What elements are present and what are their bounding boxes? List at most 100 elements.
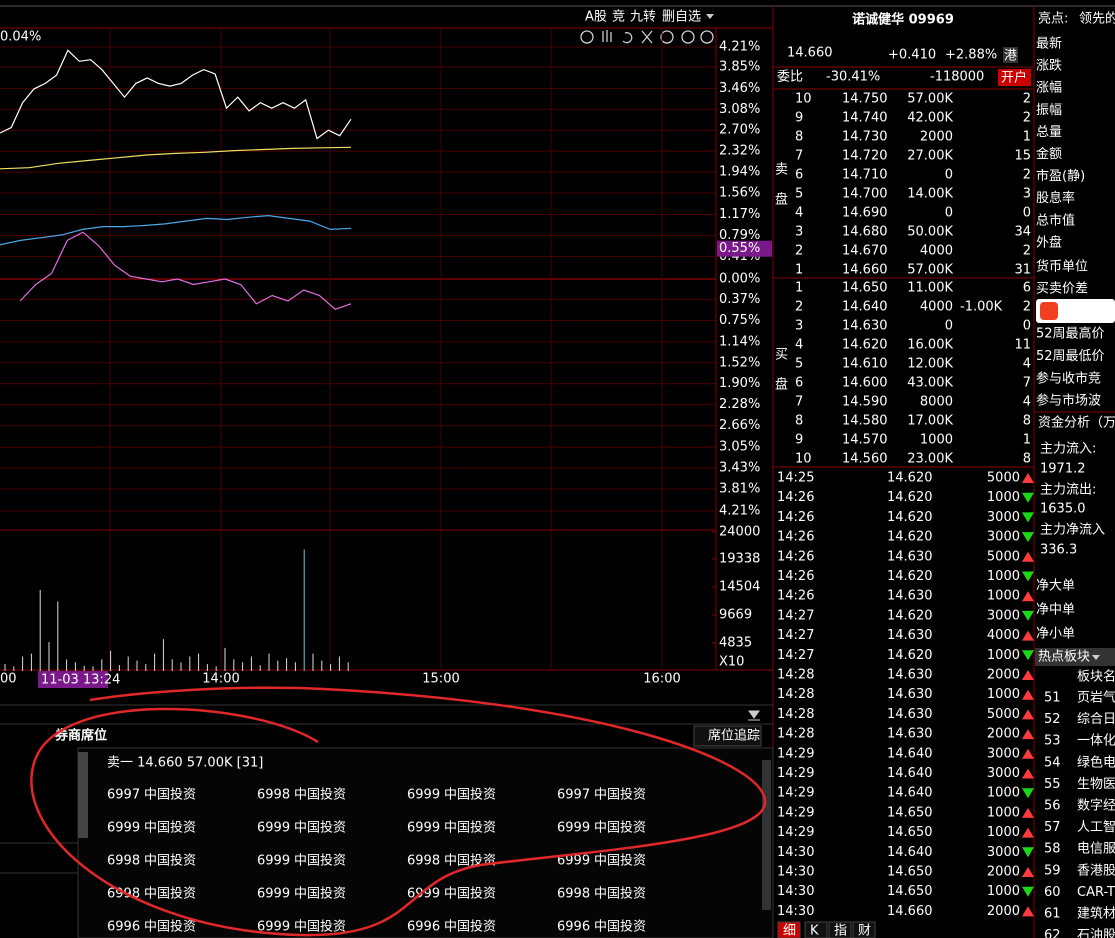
broker-firm: 中国投资: [144, 853, 196, 869]
tab-box[interactable]: [852, 921, 876, 938]
broker-code: 6997: [107, 788, 140, 803]
count: 2: [1023, 92, 1031, 107]
hot-name: 人工智: [1077, 820, 1115, 835]
stock-pct: +2.88%: [945, 48, 997, 63]
tick-volume: 2000: [987, 904, 1020, 919]
hot-name: 一体化: [1077, 734, 1115, 749]
broker-code: 6998: [557, 887, 590, 902]
tick-volume: 1000: [987, 687, 1020, 702]
tick-time: 14:29: [777, 825, 814, 840]
side-label: 盘: [775, 377, 788, 393]
level: 1: [795, 281, 803, 296]
tick-arrow: [1022, 512, 1034, 523]
highlight: 领先的: [1079, 11, 1115, 27]
level: 5: [795, 187, 803, 202]
broker-code: 6999: [257, 821, 290, 836]
y-tick-label: 2.66%: [719, 418, 760, 433]
volume: 43.00K: [907, 376, 953, 391]
open-button[interactable]: [998, 69, 1031, 86]
tick-price: 14.630: [887, 687, 933, 702]
open-button-label: 开户: [1001, 70, 1027, 86]
tab-box[interactable]: [777, 921, 801, 938]
price: 14.610: [842, 357, 888, 372]
tag-box: [1003, 47, 1018, 63]
level: 7: [795, 149, 803, 164]
y-tick-label: 3.08%: [719, 102, 760, 117]
weibi-label: 委比: [777, 70, 803, 85]
y-tick-label: 3.46%: [719, 81, 760, 96]
broker-firm: 中国投资: [144, 919, 196, 935]
tick-time: 14:29: [777, 805, 814, 820]
tick-time: 14:30: [777, 865, 814, 880]
y-tick-label: 2.70%: [719, 123, 760, 138]
stock-change: +0.410: [888, 48, 936, 63]
count: 2: [1023, 244, 1031, 259]
tab-box[interactable]: [828, 921, 852, 938]
level: 8: [795, 414, 803, 429]
price: 14.590: [842, 395, 888, 410]
volume: 0: [945, 206, 953, 221]
hot-title-bg[interactable]: [1035, 648, 1115, 666]
toolbar-tab: A股: [585, 10, 607, 25]
count: 7: [1023, 376, 1031, 391]
volume: 42.00K: [907, 111, 953, 126]
tick-price: 14.640: [887, 845, 933, 860]
dropdown-icon[interactable]: [706, 14, 714, 19]
y-tick-label: 4.21%: [719, 504, 760, 519]
download-icon[interactable]: [748, 710, 760, 721]
broker-firm: 中国投资: [294, 853, 346, 869]
quote-field: 52周最低价: [1036, 349, 1105, 364]
y-tick-label: 3.81%: [719, 481, 760, 496]
volume: 1000: [920, 433, 953, 448]
tick-price: 14.630: [887, 707, 933, 722]
volume: 2000: [920, 130, 953, 145]
tick-volume: 5000: [987, 471, 1020, 486]
highlight-label: 亮点:: [1038, 11, 1068, 27]
volume: 57.00K: [907, 263, 953, 278]
tick-time: 14:26: [777, 510, 814, 525]
price: 14.560: [842, 452, 888, 467]
hot-title: 热点板块: [1038, 650, 1090, 665]
tick-price: 14.650: [887, 884, 933, 899]
toolbar-tab: 竞: [612, 9, 625, 25]
chart-tools[interactable]: [580, 30, 714, 44]
tick-price: 14.640: [887, 746, 933, 761]
side-label: 盘: [775, 192, 788, 208]
hot-rank: 52: [1044, 712, 1061, 727]
tick-arrow: [1022, 492, 1034, 503]
tick-volume: 1000: [987, 786, 1020, 801]
broker-code: 6999: [107, 821, 140, 836]
bottom-tab: 财: [858, 924, 871, 938]
line-line_pink: [19, 231, 352, 310]
hot-name: CAR-T: [1077, 885, 1115, 900]
ime-logo: [1040, 302, 1058, 320]
x-label: 15:00: [422, 672, 459, 687]
tick-price: 14.630: [887, 549, 933, 564]
hot-rank: 58: [1044, 842, 1061, 857]
volume-unit: X10: [719, 655, 744, 670]
track-button[interactable]: [693, 725, 762, 747]
tick-price: 14.620: [887, 608, 933, 623]
tab-box[interactable]: [804, 921, 828, 938]
tick-price: 14.660: [887, 904, 933, 919]
side-label: 买: [775, 348, 788, 363]
broker-firm: 中国投资: [444, 820, 496, 836]
fund-value: 336.3: [1040, 543, 1077, 558]
volume: 0: [945, 168, 953, 183]
tick-price: 14.620: [887, 510, 933, 525]
tick-arrow: [1022, 867, 1034, 877]
price: 14.680: [842, 225, 888, 240]
tick-volume: 1000: [987, 569, 1020, 584]
level: 4: [795, 338, 803, 353]
tick-price: 14.630: [887, 589, 933, 604]
tick-arrow: [1022, 473, 1034, 483]
tick-volume: 2000: [987, 727, 1020, 742]
tick-volume: 2000: [987, 668, 1020, 683]
stock-name: 诺诚健华 09969: [852, 12, 954, 28]
tick-volume: 1000: [987, 884, 1020, 899]
hot-name: 香港股: [1077, 863, 1115, 878]
broker-firm: 中国投资: [444, 787, 496, 803]
dropdown-icon[interactable]: [1092, 655, 1100, 660]
broker-code: 6998: [407, 854, 440, 869]
hot-rank: 62: [1044, 928, 1061, 938]
